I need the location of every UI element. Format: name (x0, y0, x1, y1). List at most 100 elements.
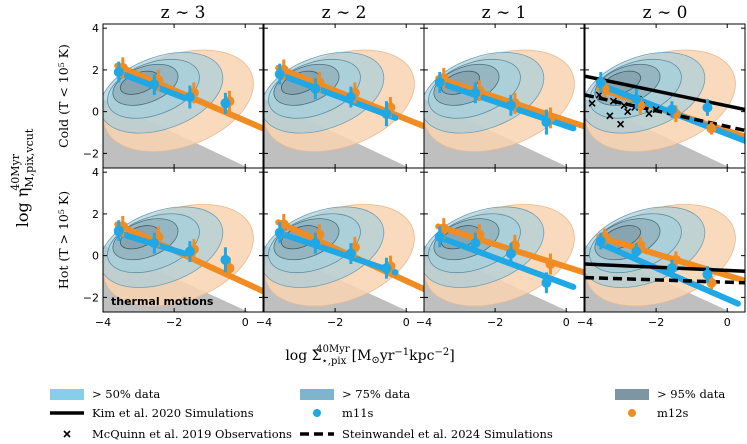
legend-item: Steinwandel et al. 2024 Simulations (300, 427, 553, 441)
panel: −4 −2 0 (577, 167, 746, 329)
row-titles: Cold (T < 10⁵ K) Hot (T > 10⁵ K) (56, 44, 71, 289)
y-tick-label: −2 (83, 147, 99, 160)
mcquinn-2019-point (645, 110, 653, 118)
fit-m11s-line (275, 71, 399, 121)
m11s-point (345, 92, 356, 103)
m11s-point (541, 277, 552, 288)
legend-label: > 50% data (92, 387, 160, 401)
mcquinn-2019-point (620, 101, 628, 109)
column-title: z ∼ 3 (161, 3, 206, 23)
m11s-point (381, 263, 392, 274)
column-title: z ∼ 2 (322, 3, 367, 23)
panel: −4 −2 0 (416, 167, 585, 329)
legend-label: Kim et al. 2020 Simulations (92, 406, 254, 420)
m11s-point (666, 104, 677, 115)
y-tick-label: 4 (92, 166, 99, 179)
legend-swatch (50, 389, 84, 400)
legend-item: > 75% data (300, 387, 410, 401)
m11s-point (702, 102, 713, 113)
panel: −2 0 2 4 −4 −2 0 thermal motions (83, 166, 264, 329)
m11s-point (666, 263, 677, 274)
legend-label: > 75% data (342, 387, 410, 401)
x-tick-label: −4 (577, 316, 593, 329)
m11s-point (541, 117, 552, 128)
m11s-point (595, 77, 606, 88)
x-tick-label: −4 (95, 316, 111, 329)
m11s-point (184, 92, 195, 103)
mcquinn-2019-point (624, 108, 632, 116)
mcquinn-2019-point (609, 97, 618, 105)
m11s-point (595, 236, 606, 247)
legend-swatch (63, 430, 71, 438)
fit-m11s-line (596, 240, 741, 307)
column-title: z ∼ 0 (643, 3, 688, 23)
panel: −2 0 2 4 (83, 22, 264, 169)
panel-frame (423, 167, 585, 313)
legend: > 50% data > 75% data > 95% data Kim et al.… (50, 387, 725, 441)
m11s-point (274, 227, 285, 238)
y-tick-label: 2 (92, 208, 99, 221)
m11s-point (702, 269, 713, 280)
panel: −4 −2 0 (256, 167, 425, 329)
legend-item: > 95% data (615, 387, 725, 401)
legend-swatch (300, 389, 334, 400)
steinwandel-2024-line (585, 275, 745, 285)
y-tick-label: 0 (92, 106, 99, 119)
x-tick-label: −2 (648, 316, 664, 329)
y-tick-label: −2 (83, 291, 99, 304)
legend-item: McQuinn et al. 2019 Observations (63, 427, 292, 441)
row-title: Hot (T > 10⁵ K) (56, 191, 71, 289)
thermal-motions-annotation: thermal motions (111, 295, 214, 308)
y-tick-label: 0 (92, 250, 99, 263)
y-tick-label: 2 (92, 64, 99, 77)
legend-label: McQuinn et al. 2019 Observations (92, 427, 292, 441)
panel (263, 23, 425, 169)
legend-item: m11s (313, 406, 374, 420)
m11s-point (381, 108, 392, 119)
legend-item: > 50% data (50, 387, 160, 401)
legend-item: m12s (628, 406, 689, 420)
fit-m11s-line (275, 229, 399, 276)
m11s-point (631, 246, 642, 257)
m11s-point (310, 238, 321, 249)
panel-frame (102, 167, 264, 313)
legend-label: m12s (657, 406, 689, 420)
x-tick-label: 0 (724, 316, 731, 329)
m11s-point (149, 79, 160, 90)
legend-swatch (615, 389, 649, 400)
m11s-point (470, 87, 481, 98)
kim-2020-line (585, 74, 745, 112)
m11s-point (220, 254, 231, 265)
fit-m11s-line (435, 233, 577, 290)
x-tick-label: −2 (487, 316, 503, 329)
row-title: Cold (T < 10⁵ K) (56, 44, 71, 148)
x-tick-label: 0 (563, 316, 570, 329)
column-titles: z ∼ 3 z ∼ 2 z ∼ 1 z ∼ 0 (161, 3, 688, 23)
m11s-point (434, 77, 445, 88)
x-tick-label: 0 (242, 316, 249, 329)
mcquinn-2019-point (588, 99, 596, 107)
legend-label: > 95% data (657, 387, 725, 401)
x-tick-label: −2 (166, 316, 182, 329)
legend-swatch (628, 409, 636, 417)
x-axis-label: log Σ̇⋆,pix40Myr [M⊙yr−1kpc−2] (285, 344, 454, 367)
mcquinn-2019-point (616, 120, 625, 128)
legend-label: Steinwandel et al. 2024 Simulations (342, 427, 553, 441)
legend-label: m11s (342, 406, 374, 420)
m11s-point (631, 94, 642, 105)
legend-item: Kim et al. 2020 Simulations (50, 406, 254, 420)
m12s-point (706, 123, 717, 134)
m11s-point (345, 248, 356, 259)
y-tick-label: 4 (92, 22, 99, 35)
m12s-point (545, 259, 556, 269)
mcquinn-2019-point (595, 91, 603, 99)
m11s-point (434, 231, 445, 242)
y-axis-label: log ηM,pix,vcut40Myr (9, 128, 36, 227)
m11s-point (113, 225, 124, 236)
m11s-point (184, 246, 195, 257)
m11s-point (274, 69, 285, 80)
panel (423, 23, 585, 169)
m11s-point (113, 67, 124, 77)
panel (584, 23, 746, 169)
